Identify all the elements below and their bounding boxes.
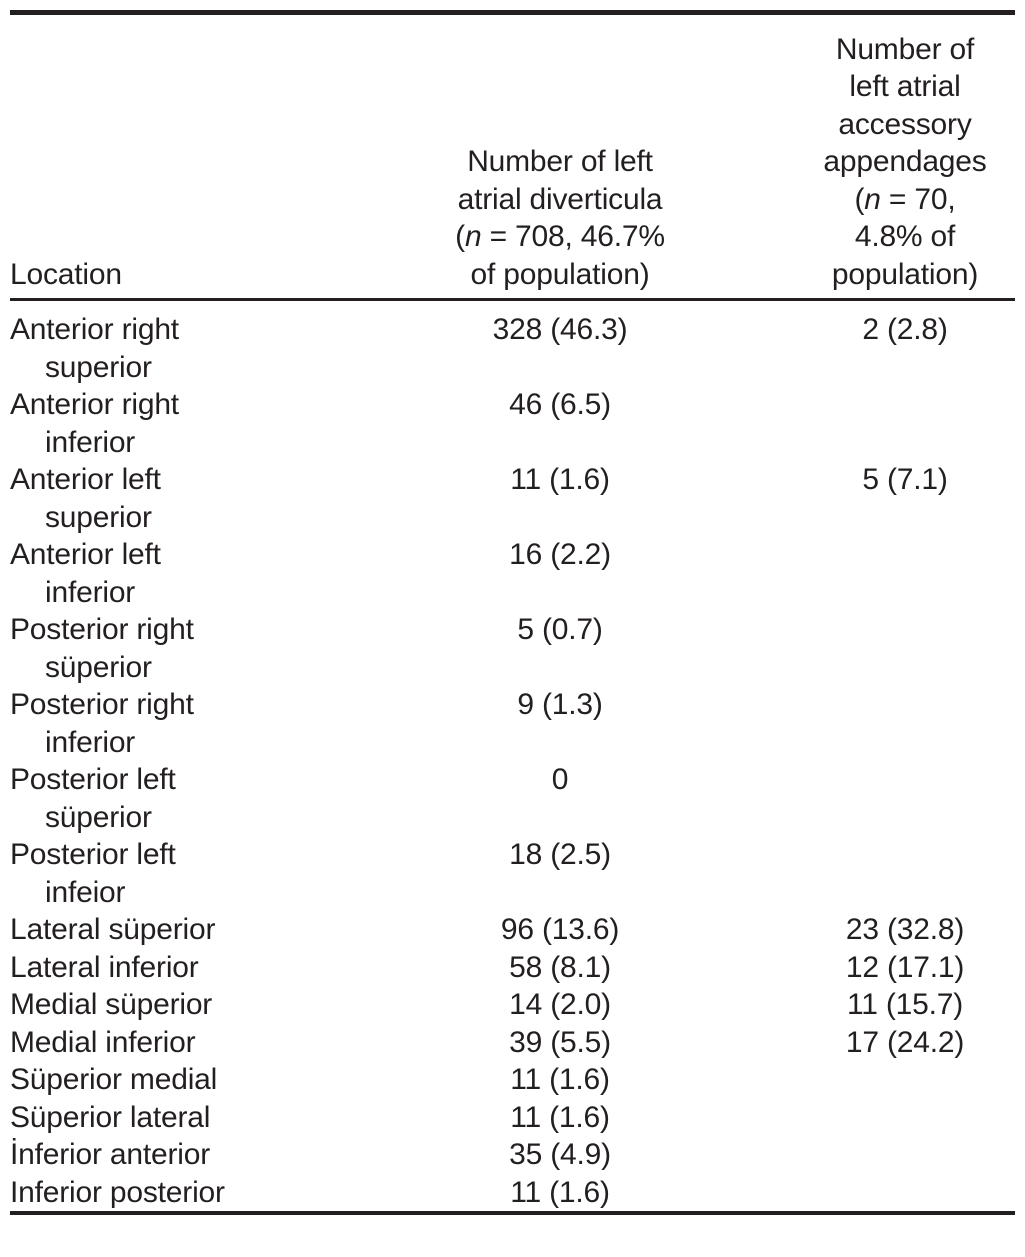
- location-cell: İnferior anterior: [10, 1138, 211, 1171]
- table-row: Posterior right inferior 9 (1.3): [10, 686, 1015, 761]
- table-row: Süperior lateral 11 (1.6): [10, 1099, 1015, 1137]
- diverticula-cell: 11 (1.6): [510, 463, 610, 496]
- appendages-cell: [710, 836, 1015, 911]
- diverticula-cell: 16 (2.2): [509, 538, 611, 571]
- diverticula-cell: 11 (1.6): [510, 1100, 610, 1134]
- table-row: Posterior left süperior 0: [10, 761, 1015, 836]
- diverticula-cell: 11 (1.6): [510, 1063, 610, 1096]
- header-location: Location: [10, 13, 410, 300]
- diverticula-cell: 35 (4.9): [509, 1138, 611, 1171]
- diverticula-cell: 5 (0.7): [517, 613, 603, 646]
- header-appendages-line2: left atrial: [849, 70, 961, 103]
- header-appendages-line7: population): [831, 257, 979, 291]
- table-row: Anterior right inferior 46 (6.5): [10, 386, 1015, 461]
- location-table: Location Number of left atrial diverticu…: [10, 10, 1015, 1215]
- header-row: Location Number of left atrial diverticu…: [10, 13, 1015, 300]
- italic-n: n: [864, 182, 881, 216]
- table-row: Posterior left infeior 18 (2.5): [10, 836, 1015, 911]
- appendages-cell: 11 (15.7): [846, 988, 964, 1021]
- header-appendages-line5: (n = 70,: [854, 182, 956, 216]
- diverticula-cell: 46 (6.5): [509, 388, 611, 421]
- header-appendages-line4: appendages: [823, 145, 987, 178]
- location-cell: Lateral süperior: [10, 913, 216, 946]
- location-cell: Süperior medial: [10, 1063, 218, 1096]
- table-body: Anterior right superior 328 (46.3) 2 (2.8…: [10, 300, 1015, 1214]
- table-row: Anterior left superior 11 (1.6) 5 (7.1): [10, 461, 1015, 536]
- table-row: Lateral süperior 96 (13.6) 23 (32.8): [10, 911, 1015, 949]
- header-diverticula-line1: Number of left: [467, 145, 653, 178]
- table-row: Anterior left inferior 16 (2.2): [10, 536, 1015, 611]
- table-row: Inferior posterior 11 (1.6): [10, 1174, 1015, 1214]
- location-cell: Anterior right inferior: [10, 388, 179, 459]
- appendages-cell: [710, 761, 1015, 836]
- header-appendages: Number of left atrial accessory appendag…: [710, 13, 1015, 300]
- diverticula-cell: 96 (13.6): [500, 913, 620, 946]
- appendages-cell: [710, 1099, 1015, 1137]
- diverticula-cell: 18 (2.5): [509, 838, 611, 871]
- location-cell: Posterior left infeior: [10, 838, 176, 909]
- location-cell: Medial süperior: [10, 988, 213, 1021]
- location-cell: Medial inferior: [10, 1025, 196, 1059]
- table-row: İnferior anterior 35 (4.9): [10, 1136, 1015, 1174]
- header-appendages-line3: accessory: [838, 107, 972, 141]
- location-cell: Lateral inferior: [10, 950, 199, 984]
- appendages-cell: [710, 686, 1015, 761]
- header-diverticula: Number of left atrial diverticula (n = 7…: [410, 13, 710, 300]
- header-appendages-line6: 4.8% of: [854, 220, 956, 253]
- header-diverticula-line4: of population): [470, 257, 650, 291]
- diverticula-cell: 14 (2.0): [509, 988, 611, 1021]
- table-row: Medial inferior 39 (5.5) 17 (24.2): [10, 1024, 1015, 1062]
- diverticula-cell: 11 (1.6): [510, 1175, 610, 1209]
- appendages-cell: [710, 536, 1015, 611]
- table-row: Anterior right superior 328 (46.3) 2 (2.8…: [10, 300, 1015, 387]
- table-row: Medial süperior 14 (2.0) 11 (15.7): [10, 986, 1015, 1024]
- appendages-cell: 23 (32.8): [845, 913, 965, 946]
- diverticula-cell: 0: [551, 763, 569, 796]
- header-location-label: Location: [10, 257, 122, 291]
- location-cell: Anterior left inferior: [10, 538, 161, 609]
- location-cell: Anterior left superior: [10, 463, 161, 534]
- location-cell: Anterior right superior: [10, 313, 179, 384]
- diverticula-cell: 58 (8.1): [509, 950, 611, 984]
- table-row: Süperior medial 11 (1.6): [10, 1061, 1015, 1099]
- appendages-cell: [710, 386, 1015, 461]
- header-diverticula-line2: atrial diverticula: [457, 182, 663, 216]
- header-diverticula-line3: (n = 708, 46.7%: [455, 220, 665, 253]
- table-row: Lateral inferior 58 (8.1) 12 (17.1): [10, 949, 1015, 987]
- appendages-cell: [710, 1061, 1015, 1099]
- appendages-cell: [710, 611, 1015, 686]
- location-cell: Süperior lateral: [10, 1100, 211, 1134]
- appendages-cell: 12 (17.1): [845, 950, 965, 984]
- location-cell: Inferior posterior: [10, 1175, 225, 1209]
- table-row: Posterior right süperior 5 (0.7): [10, 611, 1015, 686]
- appendages-cell: 5 (7.1): [862, 463, 948, 496]
- location-cell: Posterior left süperior: [10, 763, 176, 834]
- appendages-cell: [710, 1136, 1015, 1174]
- appendages-cell: 17 (24.2): [845, 1025, 965, 1059]
- appendages-cell: [710, 1174, 1015, 1214]
- diverticula-cell: 328 (46.3): [492, 313, 628, 346]
- appendages-cell: 2 (2.8): [862, 313, 948, 346]
- italic-n: n: [464, 220, 482, 253]
- location-cell: Posterior right süperior: [10, 613, 194, 684]
- header-appendages-line1: Number of: [835, 32, 975, 66]
- location-cell: Posterior right inferior: [10, 688, 194, 759]
- table-header: Location Number of left atrial diverticu…: [10, 13, 1015, 300]
- diverticula-cell: 9 (1.3): [517, 688, 603, 721]
- diverticula-cell: 39 (5.5): [509, 1025, 611, 1059]
